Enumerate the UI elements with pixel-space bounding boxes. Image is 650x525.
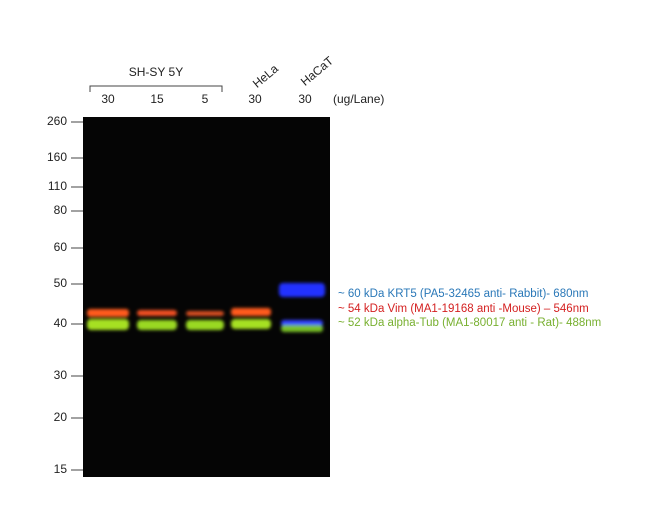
band	[87, 319, 129, 330]
marker-ticks	[71, 121, 83, 471]
lane-load: 30	[248, 92, 262, 106]
lane-load: 5	[202, 92, 209, 106]
cell-line-label: HeLa	[250, 61, 281, 90]
marker-label: 80	[54, 203, 68, 217]
bands	[87, 283, 325, 332]
marker-label: 30	[54, 368, 68, 382]
band	[186, 311, 224, 316]
marker-label: 40	[54, 316, 68, 330]
legend-label: ~ 54 kDa Vim (MA1-19168 anti -Mouse) – 5…	[338, 303, 589, 315]
band	[281, 325, 323, 332]
band	[231, 319, 271, 329]
lane-load: 30	[101, 92, 115, 106]
marker-label: 110	[48, 179, 67, 193]
group-label: SH-SY 5Y	[129, 65, 183, 79]
band	[279, 283, 325, 297]
legend-label: ~ 60 kDa KRT5 (PA5-32465 anti- Rabbit)- …	[338, 288, 588, 300]
band	[87, 309, 129, 317]
marker-label: 50	[54, 276, 68, 290]
marker-label: 20	[54, 410, 68, 424]
unit-label: (ug/Lane)	[333, 92, 384, 106]
group-bracket	[89, 85, 223, 92]
marker-label: 160	[47, 150, 67, 164]
marker-label: 260	[47, 114, 67, 128]
lane-load: 15	[150, 92, 164, 106]
band	[186, 320, 224, 330]
lane-load: 30	[298, 92, 312, 106]
legend-label: ~ 52 kDa alpha-Tub (MA1-80017 anti - Rat…	[338, 317, 601, 329]
band	[137, 310, 177, 316]
band	[231, 308, 271, 316]
cell-line-label: HaCaT	[298, 53, 337, 89]
marker-label: 15	[54, 462, 68, 476]
band	[281, 320, 323, 326]
marker-label: 60	[54, 240, 68, 254]
band	[137, 320, 177, 330]
